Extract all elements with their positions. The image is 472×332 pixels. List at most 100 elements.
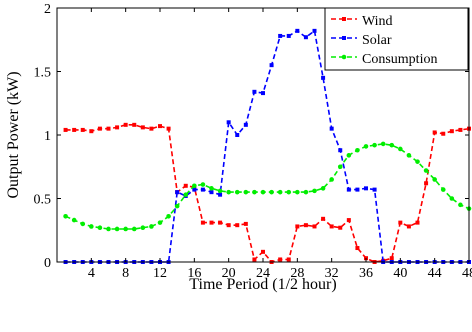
data-point-wind: [338, 225, 343, 230]
data-point-wind: [166, 126, 171, 131]
data-point-wind: [226, 223, 231, 228]
legend-sample-consumption: [331, 54, 357, 60]
series-line-wind: [65, 124, 470, 263]
y-tick-label: 1: [44, 129, 51, 144]
data-point-solar: [372, 187, 377, 192]
data-point-consumption: [174, 203, 180, 209]
data-point-consumption: [277, 189, 283, 195]
series-wind: [63, 122, 471, 264]
data-point-consumption: [423, 168, 429, 173]
x-tick-label: 16: [187, 266, 201, 281]
legend: Wind Solar Consumption: [324, 7, 469, 71]
data-point-wind: [243, 221, 248, 226]
data-point-solar: [235, 133, 240, 137]
data-point-solar: [218, 192, 223, 197]
data-point-wind: [458, 127, 463, 132]
data-point-solar: [175, 190, 180, 195]
x-axis-label: Time Period (1/2 hour): [189, 276, 336, 293]
data-point-consumption: [380, 141, 386, 147]
data-point-consumption: [234, 189, 240, 195]
data-point-wind: [389, 256, 394, 261]
data-point-wind: [89, 129, 94, 134]
data-point-consumption: [63, 213, 68, 219]
y-tick-label: 1.5: [34, 66, 52, 81]
x-tick-label: 20: [222, 266, 236, 281]
data-point-wind: [303, 223, 308, 228]
data-point-wind: [312, 224, 317, 229]
data-point-consumption: [320, 186, 326, 191]
data-point-consumption: [406, 153, 412, 158]
data-point-wind: [63, 127, 68, 132]
data-point-consumption: [346, 153, 352, 158]
data-point-consumption: [140, 225, 146, 231]
data-point-wind: [406, 224, 411, 229]
tick-labels: 481216202428323640444800.511.52: [34, 2, 472, 281]
data-point-wind: [252, 257, 257, 262]
y-axis-label: Output Power (kW): [5, 71, 22, 198]
legend-sample-solar: [331, 36, 357, 40]
data-point-wind: [424, 181, 429, 186]
x-tick-label: 12: [153, 266, 167, 281]
data-point-consumption: [183, 192, 189, 197]
data-point-consumption: [157, 220, 163, 225]
data-point-wind: [158, 124, 162, 129]
data-point-solar: [295, 28, 300, 33]
x-tick-label: 32: [325, 266, 339, 281]
data-point-wind: [321, 216, 326, 221]
data-point-solar: [346, 187, 351, 192]
data-point-wind: [132, 122, 137, 127]
y-tick-label: 2: [44, 2, 51, 17]
data-point-consumption: [226, 189, 231, 195]
data-point-consumption: [209, 186, 214, 191]
data-point-consumption: [97, 225, 103, 231]
data-point-consumption: [398, 146, 403, 152]
data-point-wind: [398, 220, 403, 225]
data-point-consumption: [389, 142, 395, 148]
legend-label-solar: Solar: [362, 33, 392, 48]
data-point-solar: [286, 33, 291, 38]
data-point-wind: [415, 220, 420, 225]
data-point-solar: [192, 187, 197, 192]
data-point-consumption: [260, 189, 266, 195]
data-point-solar: [261, 91, 265, 96]
data-point-solar: [338, 148, 343, 153]
data-point-legend-solar: [342, 36, 346, 40]
data-point-wind: [106, 126, 111, 131]
data-point-wind: [295, 224, 300, 229]
x-tick-label: 44: [428, 266, 442, 281]
data-point-consumption: [123, 226, 128, 232]
data-point-consumption: [71, 217, 77, 223]
data-point-legend-wind: [342, 17, 346, 21]
legend-sample-wind: [331, 17, 357, 21]
data-point-consumption: [200, 182, 206, 187]
x-tick-label: 40: [393, 266, 407, 281]
data-point-consumption: [149, 224, 154, 229]
data-point-wind: [183, 183, 188, 188]
data-point-consumption: [449, 196, 455, 201]
data-point-wind: [209, 220, 214, 225]
data-point-consumption: [432, 177, 437, 182]
data-point-wind: [329, 224, 334, 229]
data-point-consumption: [372, 142, 377, 148]
data-point-consumption: [295, 189, 300, 195]
data-point-consumption: [269, 189, 274, 195]
data-point-wind: [355, 246, 360, 251]
data-point-wind: [149, 126, 154, 131]
x-tick-label: 8: [122, 266, 129, 281]
data-point-wind: [449, 129, 454, 134]
data-point-consumption: [303, 189, 309, 195]
data-point-consumption: [80, 221, 86, 227]
data-point-legend-consumption: [341, 54, 347, 60]
data-point-consumption: [252, 189, 257, 195]
data-point-consumption: [217, 188, 223, 194]
data-point-solar: [200, 187, 205, 192]
data-point-consumption: [131, 226, 137, 232]
data-point-consumption: [458, 202, 463, 208]
data-point-consumption: [363, 144, 369, 149]
data-point-consumption: [440, 187, 446, 192]
data-point-wind: [432, 130, 437, 135]
x-tick-label: 28: [290, 266, 304, 281]
data-point-solar: [303, 35, 308, 40]
data-point-consumption: [89, 224, 94, 229]
